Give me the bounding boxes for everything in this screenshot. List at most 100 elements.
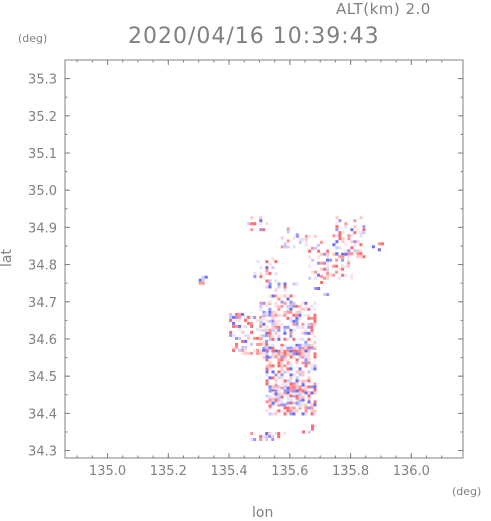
y-tick-label: 35.3 — [28, 73, 57, 88]
heatmap-cell — [307, 313, 311, 317]
heatmap-cell — [359, 234, 363, 238]
heatmap-cell — [256, 348, 260, 352]
heatmap-cell — [265, 352, 269, 356]
heatmap-cell — [313, 403, 317, 407]
heatmap-cell — [253, 438, 257, 441]
heatmap-cell — [280, 386, 284, 390]
heatmap-cell — [344, 249, 348, 253]
heatmap-cell — [301, 307, 305, 311]
heatmap-cell — [259, 342, 263, 346]
heatmap-cell — [262, 316, 266, 320]
heatmap-cell — [268, 349, 272, 353]
heatmap-cell — [326, 272, 330, 275]
heatmap-cell — [271, 325, 275, 329]
heatmap-cell — [347, 264, 351, 268]
heatmap-cell — [286, 352, 290, 356]
heatmap-cell — [313, 364, 317, 368]
heatmap-cell — [350, 228, 354, 232]
heatmap-cell — [301, 349, 305, 353]
heatmap-cell — [274, 389, 278, 393]
y-tick-label: 34.6 — [28, 333, 57, 348]
y-tick-label: 34.7 — [28, 296, 57, 311]
heatmap-cell — [256, 327, 260, 331]
heatmap-cell — [353, 243, 357, 247]
heatmap-cell — [304, 313, 308, 317]
heatmap-cell — [271, 266, 275, 270]
heatmap-cell — [304, 352, 308, 356]
heatmap-cell — [268, 367, 272, 371]
heatmap-cell — [307, 400, 311, 404]
heatmap-cell — [308, 255, 312, 259]
heatmap-cell — [241, 312, 245, 316]
heatmap-cell — [292, 406, 296, 410]
heatmap-cell — [277, 358, 281, 362]
heatmap-cell — [259, 334, 263, 338]
heatmap-cell — [298, 395, 302, 399]
heatmap-cell — [295, 376, 299, 380]
y-tick-label: 34.9 — [28, 221, 57, 236]
heatmap-cell — [259, 301, 263, 305]
heatmap-cell — [310, 246, 314, 250]
heatmap-cell — [271, 370, 275, 374]
heatmap-cell — [274, 432, 278, 435]
heatmap-cell — [256, 318, 260, 322]
heatmap-cell — [307, 352, 311, 356]
heatmap-cell — [247, 315, 251, 319]
heatmap-cell — [289, 307, 293, 311]
heatmap-cell — [317, 255, 321, 259]
heatmap-cell — [289, 361, 293, 365]
heatmap-cell — [304, 304, 308, 308]
heatmap-cell — [265, 379, 269, 383]
heatmap-cell — [295, 282, 299, 286]
heatmap-cell — [307, 385, 311, 389]
heatmap-cell — [238, 348, 242, 352]
heatmap-cell — [307, 316, 311, 320]
heatmap-cell — [271, 355, 275, 359]
heatmap-cell — [304, 355, 308, 359]
heatmap-cell — [201, 278, 205, 282]
heatmap-cell — [298, 343, 302, 347]
heatmap-cell — [362, 228, 366, 232]
heatmap-cell — [335, 264, 339, 268]
heatmap-cell — [238, 312, 242, 316]
heatmap-cell — [338, 231, 342, 235]
heatmap-cell — [274, 319, 278, 323]
heatmap-cell — [313, 346, 317, 350]
heatmap-cell — [310, 316, 314, 320]
heatmap-cell — [313, 307, 317, 311]
heatmap-cell — [298, 313, 302, 317]
heatmap-cell — [289, 364, 293, 368]
heatmap-cell — [244, 348, 248, 352]
heatmap-cell — [301, 337, 305, 341]
heatmap-cell — [289, 412, 293, 416]
heatmap-cell — [313, 385, 317, 389]
heatmap-cell — [268, 401, 272, 405]
heatmap-cell — [268, 376, 272, 380]
heatmap-cell — [283, 310, 287, 314]
heatmap-cell — [271, 397, 275, 401]
heatmap-cell — [308, 249, 312, 253]
heatmap-cell — [280, 245, 284, 249]
heatmap-cell — [289, 334, 293, 338]
heatmap-cell — [283, 282, 287, 286]
heatmap-cell — [304, 406, 308, 410]
heatmap-cell — [259, 322, 263, 326]
heatmap-cell — [311, 427, 314, 431]
y-tick-label: 35.2 — [28, 110, 57, 125]
heatmap-cell — [304, 240, 308, 244]
heatmap-cell — [280, 304, 284, 308]
heatmap-cell — [271, 386, 275, 390]
heatmap-cell — [304, 391, 308, 395]
heatmap-cell — [274, 373, 278, 377]
heatmap-cell — [292, 401, 296, 405]
heatmap-cell — [292, 352, 296, 356]
heatmap-cell — [292, 313, 296, 317]
heatmap-cell — [253, 272, 257, 276]
heatmap-cell — [271, 310, 275, 314]
heatmap-cell — [280, 395, 284, 399]
heatmap-cell — [338, 219, 342, 223]
heatmap-cell — [268, 331, 272, 335]
heatmap-cell — [338, 267, 342, 271]
heatmap-cell — [201, 275, 205, 279]
heatmap-cell — [310, 322, 314, 326]
